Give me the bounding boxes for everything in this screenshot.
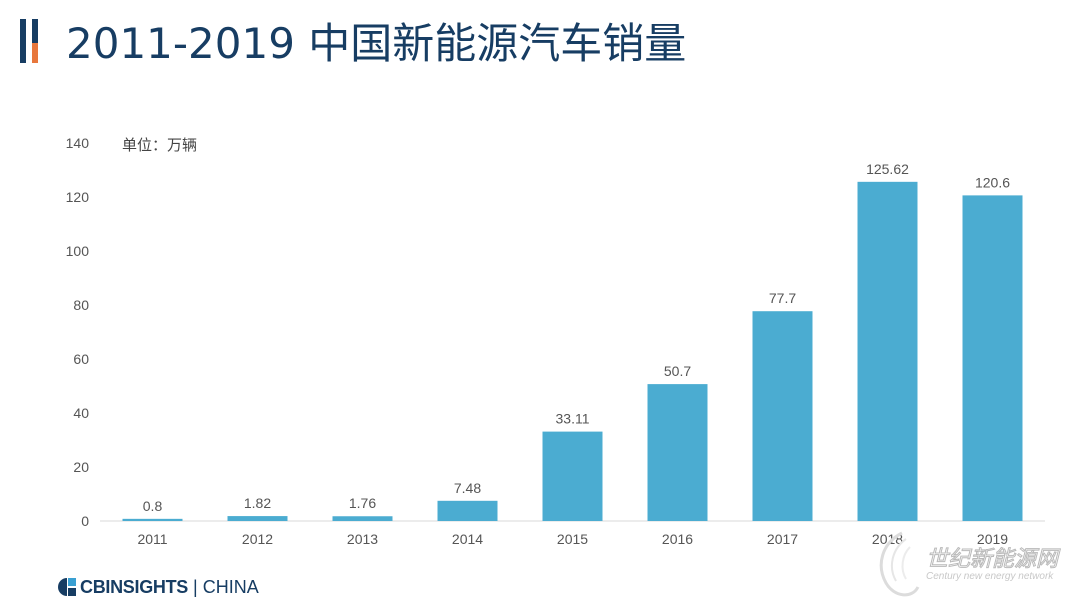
bar-2017 [752,311,813,521]
bars [122,181,1023,522]
watermark: 世纪新能源网 Century new energy network [872,525,1072,605]
x-tick-label: 2017 [767,531,798,547]
y-tick-label: 80 [73,297,89,313]
y-tick-label: 40 [73,405,89,421]
y-tick-label: 60 [73,351,89,367]
page-title: 2011-2019 中国新能源汽车销量 [66,19,687,68]
title-accent-bars [20,19,42,63]
y-tick-label: 0 [81,513,89,529]
bar-2016 [647,384,708,521]
accent-bar-dark [20,19,26,63]
cbinsights-logo: CBINSIGHTS | CHINA [58,576,259,598]
watermark-text-cn: 世纪新能源网 [925,547,1059,573]
bar-2014 [437,500,498,521]
y-axis-ticks: 0 20 40 60 80 100 120 140 [66,135,90,529]
y-tick-label: 20 [73,459,89,475]
value-label: 1.82 [244,495,271,511]
value-label: 7.48 [454,480,481,496]
x-tick-label: 2018 [872,531,903,547]
bar-2018 [857,181,918,522]
value-label: 33.11 [556,411,590,427]
value-labels: 0.8 1.82 1.76 7.48 33.11 50.7 77.7 125.62 120.6 [143,161,1010,514]
accent-bar-dark-short [32,19,38,43]
x-tick-label: 2016 [662,531,693,547]
value-label: 120.6 [975,174,1010,190]
accent-bar-orange [32,43,38,63]
x-axis-labels: 2011 2012 2013 2014 2015 2016 2017 2018 2019 [137,531,1008,547]
value-label: 125.62 [866,161,909,177]
x-tick-label: 2011 [137,531,167,547]
y-tick-label: 120 [66,189,90,205]
y-tick-label: 100 [66,243,90,259]
bar-2019 [962,195,1023,521]
x-tick-label: 2013 [347,531,378,547]
bar-2015 [542,431,603,521]
watermark-text-en: Century new energy network [926,571,1054,582]
logo-region: CHINA [202,576,259,597]
bar-2011 [122,518,183,521]
watermark-swirl-icon [879,531,920,597]
bar-2012 [227,516,288,521]
logo-text: CBINSIGHTS [80,576,189,597]
bar-2013 [332,516,393,521]
value-label: 50.7 [664,363,691,379]
x-tick-label: 2015 [557,531,588,547]
x-tick-label: 2014 [452,531,483,547]
value-label: 0.8 [143,498,163,514]
value-label: 77.7 [769,290,796,306]
x-tick-label: 2019 [977,531,1008,547]
cbinsights-mark-icon [58,578,76,596]
unit-label: 单位：万辆 [122,136,198,154]
y-tick-label: 140 [66,135,90,151]
value-label: 1.76 [349,495,376,511]
x-tick-label: 2012 [242,531,273,547]
logo-separator: | [193,576,198,597]
